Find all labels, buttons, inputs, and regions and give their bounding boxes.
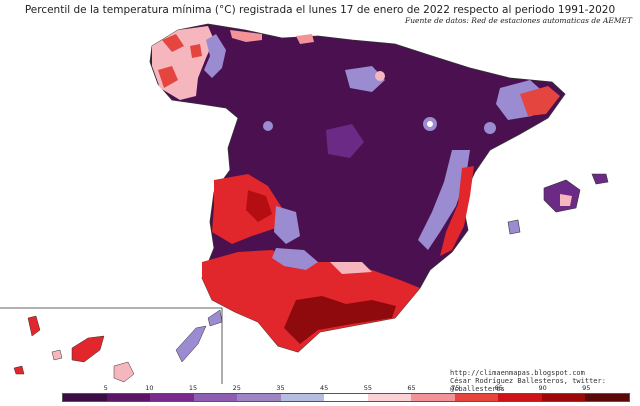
- colorbar-tick-label: 15: [188, 384, 198, 392]
- hotspot-2-core: [427, 121, 433, 127]
- colorbar-tick-label: 25: [232, 384, 241, 392]
- central-purple-patch: [326, 124, 364, 158]
- galicia-red-spots: [158, 34, 202, 88]
- colorbar-tick-label: 55: [363, 384, 372, 392]
- colorbar-tick-label: 90: [538, 384, 547, 392]
- north-lavender-ring: [345, 66, 385, 92]
- catalonia-red: [520, 86, 560, 116]
- canary-la-palma: [27, 315, 41, 337]
- colorbar-tick-label: 85: [494, 384, 504, 392]
- andalusia-pink-band: [330, 262, 372, 274]
- valencia-red: [440, 166, 474, 256]
- galicia-edge-lavender: [204, 34, 226, 78]
- hotspot-3: [484, 122, 496, 134]
- colorbar-segment: [237, 394, 281, 401]
- extremadura-dark-red: [246, 190, 272, 222]
- andalusia-dark-red: [284, 296, 396, 344]
- cantabria-warm-strip: [230, 30, 314, 44]
- colorbar: [62, 393, 630, 402]
- colorbar-legend: 5 10 15 25 35 45 55 65 75 85 90 95: [62, 384, 630, 404]
- menorca: [591, 173, 609, 185]
- colorbar-segment: [324, 394, 368, 401]
- canary-tenerife: [71, 335, 105, 363]
- colorbar-segment: [63, 394, 107, 401]
- colorbar-tick-label: 5: [103, 384, 108, 392]
- colorbar-tick-label: 35: [276, 384, 285, 392]
- blog-url: http://climaenmapas.blogspot.com: [450, 369, 585, 377]
- colorbar-tick-label: 95: [582, 384, 591, 392]
- colorbar-segment: [541, 394, 586, 401]
- ibiza: [507, 219, 521, 235]
- colorbar-tick-label: 10: [145, 384, 154, 392]
- colorbar-segment: [585, 394, 629, 401]
- map-title: Percentil de la temperatura mínima (°C) …: [24, 4, 616, 16]
- colorbar-segment: [106, 394, 151, 401]
- author-credit: César Rodríguez Ballesteros, twitter: @c…: [450, 377, 606, 393]
- hotspot-1: [375, 71, 385, 81]
- hotspot-4: [263, 121, 273, 131]
- canary-gran-canaria: [113, 361, 135, 383]
- canary-lanzarote: [207, 309, 223, 327]
- colorbar-tick-label: 75: [451, 384, 460, 392]
- canary-inset-frame: [0, 307, 223, 384]
- colorbar-segment: [193, 394, 238, 401]
- extremadura-lavender-ring: [274, 206, 300, 244]
- mallorca-warm: [560, 194, 572, 206]
- colorbar-segment: [498, 394, 542, 401]
- canary-fuerteventura: [175, 325, 207, 363]
- colorbar-segment: [367, 394, 412, 401]
- colorbar-tick-label: 65: [407, 384, 416, 392]
- colorbar-segment: [411, 394, 455, 401]
- data-source: Fuente de datos: Red de estaciones autom…: [404, 16, 632, 25]
- colorbar-tick-label: 45: [320, 384, 329, 392]
- east-coast-lavender: [418, 150, 470, 250]
- colorbar-segment: [150, 394, 194, 401]
- spain-percentile-map: [0, 23, 609, 384]
- colorbar-ticks: 5 10 15 25 35 45 55 65 75 85 90 95: [62, 384, 630, 393]
- canary-la-gomera: [51, 349, 63, 361]
- colorbar-segment: [454, 394, 499, 401]
- colorbar-segment: [280, 394, 325, 401]
- andalusia-lavender-band: [272, 248, 318, 270]
- canary-el-hierro: [13, 365, 25, 375]
